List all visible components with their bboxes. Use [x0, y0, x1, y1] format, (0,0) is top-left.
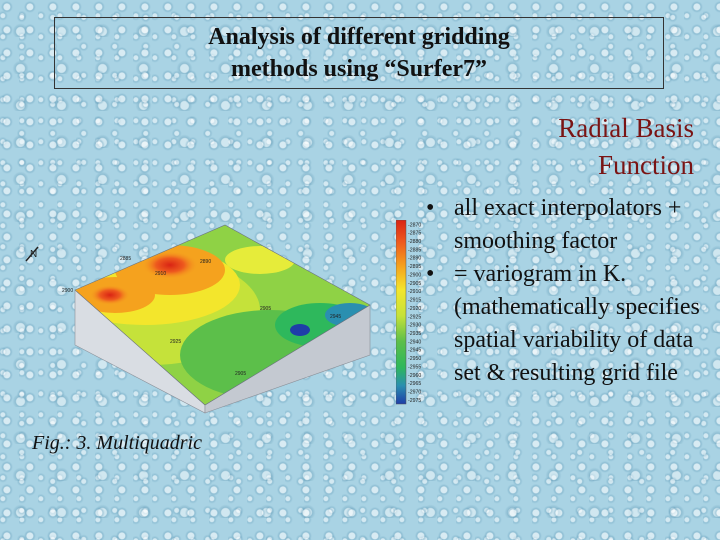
- colorbar-label: -2925: [408, 314, 421, 320]
- contour-label: 2900: [62, 288, 73, 294]
- contour-label: 2910: [155, 271, 166, 277]
- contour-label: 2885: [120, 256, 131, 262]
- figure-caption: Fig.: 3. Multiquadric: [32, 432, 202, 454]
- contour-label: 2905: [260, 306, 271, 312]
- colorbar-label: -2955: [408, 365, 421, 371]
- colorbar-label: -2960: [408, 373, 421, 379]
- bullet-item: all exact interpolators + smoothing fact…: [420, 192, 710, 258]
- colorbar-label: -2970: [408, 390, 421, 396]
- north-label: N: [30, 249, 37, 260]
- colorbar-label: -2895: [408, 264, 421, 270]
- colorbar-label: -2950: [408, 356, 421, 362]
- colorbar-label: -2915: [408, 298, 421, 304]
- surface-figure: N 2885 2900 2910 2890 2905 2925 2945 290…: [25, 224, 371, 414]
- colorbar-label: -2880: [408, 239, 421, 245]
- contour-label: 2945: [330, 314, 341, 320]
- colorbar-label: -2875: [408, 231, 421, 237]
- bullet-list: all exact interpolators + smoothing fact…: [420, 192, 710, 390]
- colorbar-label: -2930: [408, 323, 421, 329]
- colorbar-label: -2945: [408, 348, 421, 354]
- colorbar-label: -2975: [408, 398, 421, 404]
- colorbar-label: -2900: [408, 273, 421, 279]
- color-scale-bar: -2870 -2875 -2880 -2885 -2890 -2895 -2900 -2905…: [396, 220, 421, 405]
- colorbar-label: -2940: [408, 339, 421, 345]
- colorbar-label: -2920: [408, 306, 421, 312]
- title-box: Analysis of different gridding methods u…: [54, 17, 664, 89]
- title-line-2: methods using “Surfer7”: [230, 56, 488, 82]
- subtitle-line-2: Function: [597, 150, 694, 180]
- colorbar-label: -2890: [408, 256, 421, 262]
- subtitle: Radial Basis Function: [558, 110, 694, 184]
- colorbar-label: -2965: [408, 381, 421, 387]
- colorbar-label: -2885: [408, 247, 421, 253]
- colorbar-label: -2905: [408, 281, 421, 287]
- title-line-1: Analysis of different gridding: [208, 24, 510, 50]
- colorbar-label: -2935: [408, 331, 421, 337]
- bullet-item: = variogram in K. (mathematically specif…: [420, 258, 710, 390]
- subtitle-line-1: Radial Basis: [558, 113, 694, 143]
- contour-label: 2925: [170, 339, 181, 345]
- contour-label: 2905: [235, 371, 246, 377]
- colorbar-label: -2910: [408, 289, 421, 295]
- colorbar-label: -2870: [408, 222, 421, 228]
- contour-label: 2890: [200, 259, 211, 265]
- north-arrow-icon: N: [25, 246, 39, 262]
